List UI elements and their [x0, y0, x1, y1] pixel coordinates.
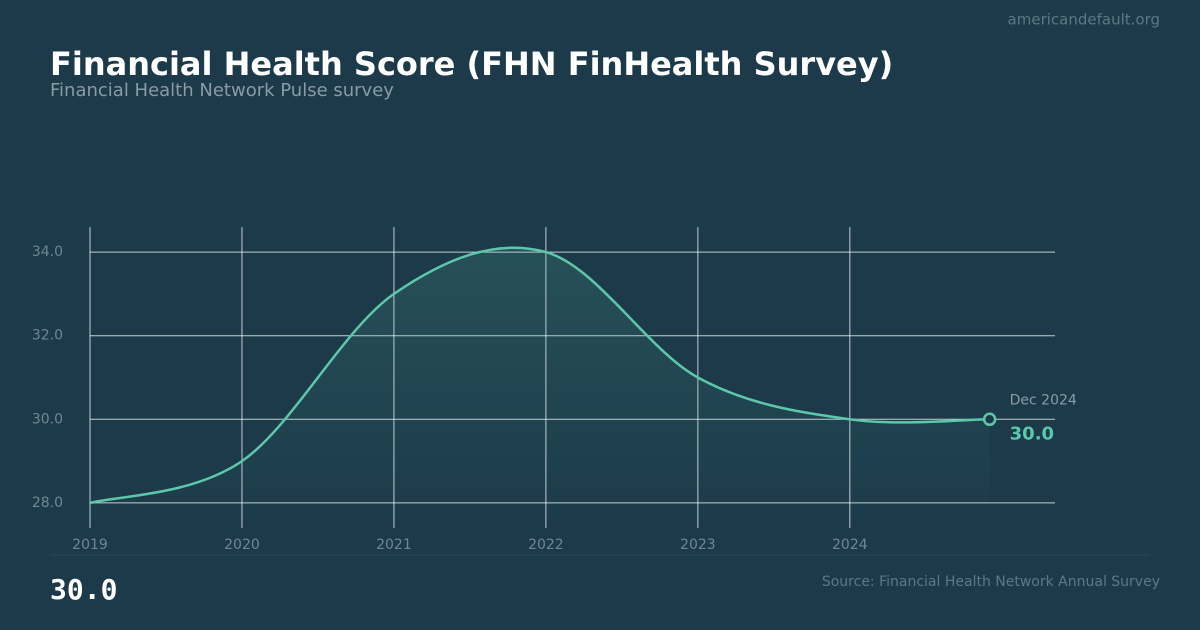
y-tick-label: 34.0: [32, 244, 63, 260]
area: [90, 247, 990, 528]
y-tick-label: 32.0: [32, 328, 63, 344]
watermark: americandefault.org: [1008, 11, 1160, 29]
line: [89, 246, 990, 505]
plot: 28.0 30.0 32.0 34.0 2019 2020 2021 2022 2023 2024…: [32, 227, 1077, 553]
chart-title: Financial Health Score (FHN FinHealth Su…: [50, 45, 893, 83]
x-tick-label: 2024: [832, 537, 868, 553]
y-tick-label: 30.0: [32, 411, 63, 427]
headline-value: 30.0: [50, 573, 117, 606]
y-tick-label: 28.0: [32, 495, 63, 511]
x-tick-label: 2021: [376, 537, 412, 553]
end-marker: [982, 412, 997, 427]
value-label: 30.0: [1010, 423, 1054, 444]
x-tick-label: 2020: [224, 537, 260, 553]
point-label: Dec 2024: [1010, 392, 1077, 408]
chart-subtitle: Financial Health Network Pulse survey: [50, 80, 394, 101]
x-tick-label: 2019: [72, 537, 108, 553]
x-tick-label: 2023: [680, 537, 716, 553]
source: Source: Financial Health Network Annual …: [822, 574, 1160, 590]
x-tick-label: 2022: [528, 537, 564, 553]
